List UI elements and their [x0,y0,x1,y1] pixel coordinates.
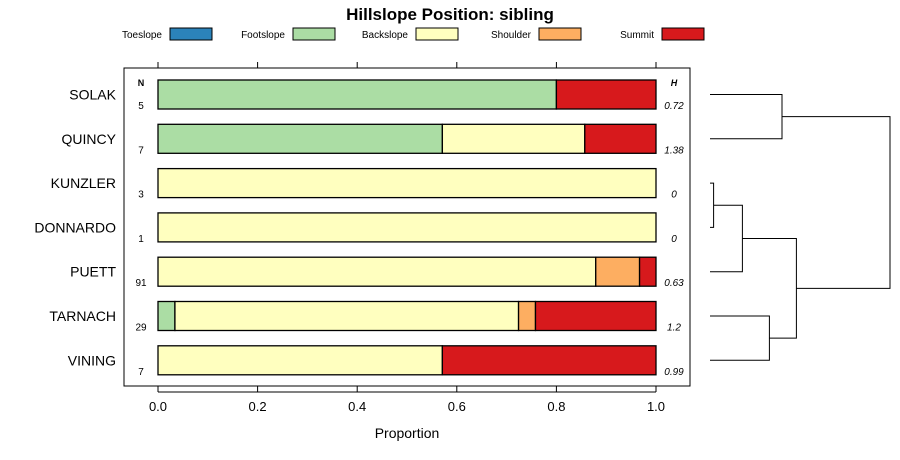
legend-swatch-footslope [292,27,336,41]
bar-segment-donnardo-backslope [157,212,657,243]
h-value-puett: 0.63 [664,278,684,289]
n-value-kunzler: 3 [138,190,144,201]
row-label-tarnach: TARNACH [49,308,116,324]
bar-segment-quincy-footslope [157,123,444,154]
n-column-header: N [138,78,145,88]
row-labels-layer: SOLAK 5 0.72 QUINCY 7 1.38 KUNZLER 3 0 DONNARDO 1 0… [34,87,684,378]
x-tick-label: 1.0 [647,399,665,414]
n-value-tarnach: 29 [135,323,147,334]
n-value-solak: 5 [138,101,144,112]
bar-segment-kunzler-backslope [157,167,657,199]
dendrogram-branch [710,204,743,273]
legend: Toeslope Footslope Backslope Shoulder Summit [122,27,705,41]
bar-segment-solak-summit [555,79,657,110]
h-value-vining: 0.99 [664,367,684,378]
n-value-quincy: 7 [138,145,144,156]
h-value-donnardo: 0 [671,234,677,245]
legend-label-toeslope: Toeslope [122,30,162,41]
x-tick-label: 0.6 [448,399,466,414]
row-label-vining: VINING [68,352,116,368]
legend-swatch-backslope [415,27,459,41]
dendrogram-branch [782,116,891,289]
x-axis: 0.0 0.2 0.4 0.6 0.8 1.0 [149,386,665,414]
bar-segment-quincy-backslope [441,123,586,154]
row-label-solak: SOLAK [69,87,116,103]
legend-swatch-summit [661,27,705,41]
bar-segment-tarnach-shoulder [517,300,537,332]
bar-segment-puett-summit [638,256,657,287]
x-axis-title: Proportion [375,425,440,441]
n-value-puett: 91 [135,278,147,289]
plot-frame [123,67,691,387]
bar-segment-tarnach-summit [534,300,657,332]
n-value-vining: 7 [138,367,144,378]
legend-swatch-toeslope [169,27,213,41]
legend-label-summit: Summit [620,30,654,41]
row-label-donnardo: DONNARDO [34,219,116,235]
dendrogram [710,94,891,361]
h-value-quincy: 1.38 [664,145,684,156]
dendrogram-branch [710,182,715,228]
h-value-tarnach: 1.2 [667,323,681,334]
bar-segment-tarnach-backslope [174,300,520,332]
x-tick-label: 0.4 [348,399,366,414]
row-label-puett: PUETT [70,264,116,280]
h-value-solak: 0.72 [664,101,684,112]
bar-segment-puett-backslope [157,256,597,287]
dendrogram-branch [710,315,770,361]
top-axis-ticks [157,62,657,68]
x-tick-label: 0.2 [249,399,267,414]
row-label-quincy: QUINCY [62,131,117,147]
x-tick-label: 0.8 [547,399,565,414]
legend-label-backslope: Backslope [362,30,409,41]
chart-title: Hillslope Position: sibling [346,5,554,24]
bar-segment-quincy-summit [584,123,657,154]
legend-label-shoulder: Shoulder [491,30,532,41]
h-value-kunzler: 0 [671,190,677,201]
x-tick-label: 0.0 [149,399,167,414]
legend-label-footslope: Footslope [241,30,285,41]
row-label-kunzler: KUNZLER [51,175,116,191]
bar-segment-vining-backslope [157,345,444,376]
dendrogram-branch [710,94,783,140]
bars-layer [157,79,657,376]
bar-segment-puett-shoulder [595,256,641,287]
bar-segment-vining-summit [441,345,657,376]
bar-segment-solak-footslope [157,79,558,110]
bar-segment-tarnach-footslope [157,300,176,332]
n-value-donnardo: 1 [138,234,144,245]
legend-swatch-shoulder [538,27,582,41]
h-column-header: H [671,78,678,88]
